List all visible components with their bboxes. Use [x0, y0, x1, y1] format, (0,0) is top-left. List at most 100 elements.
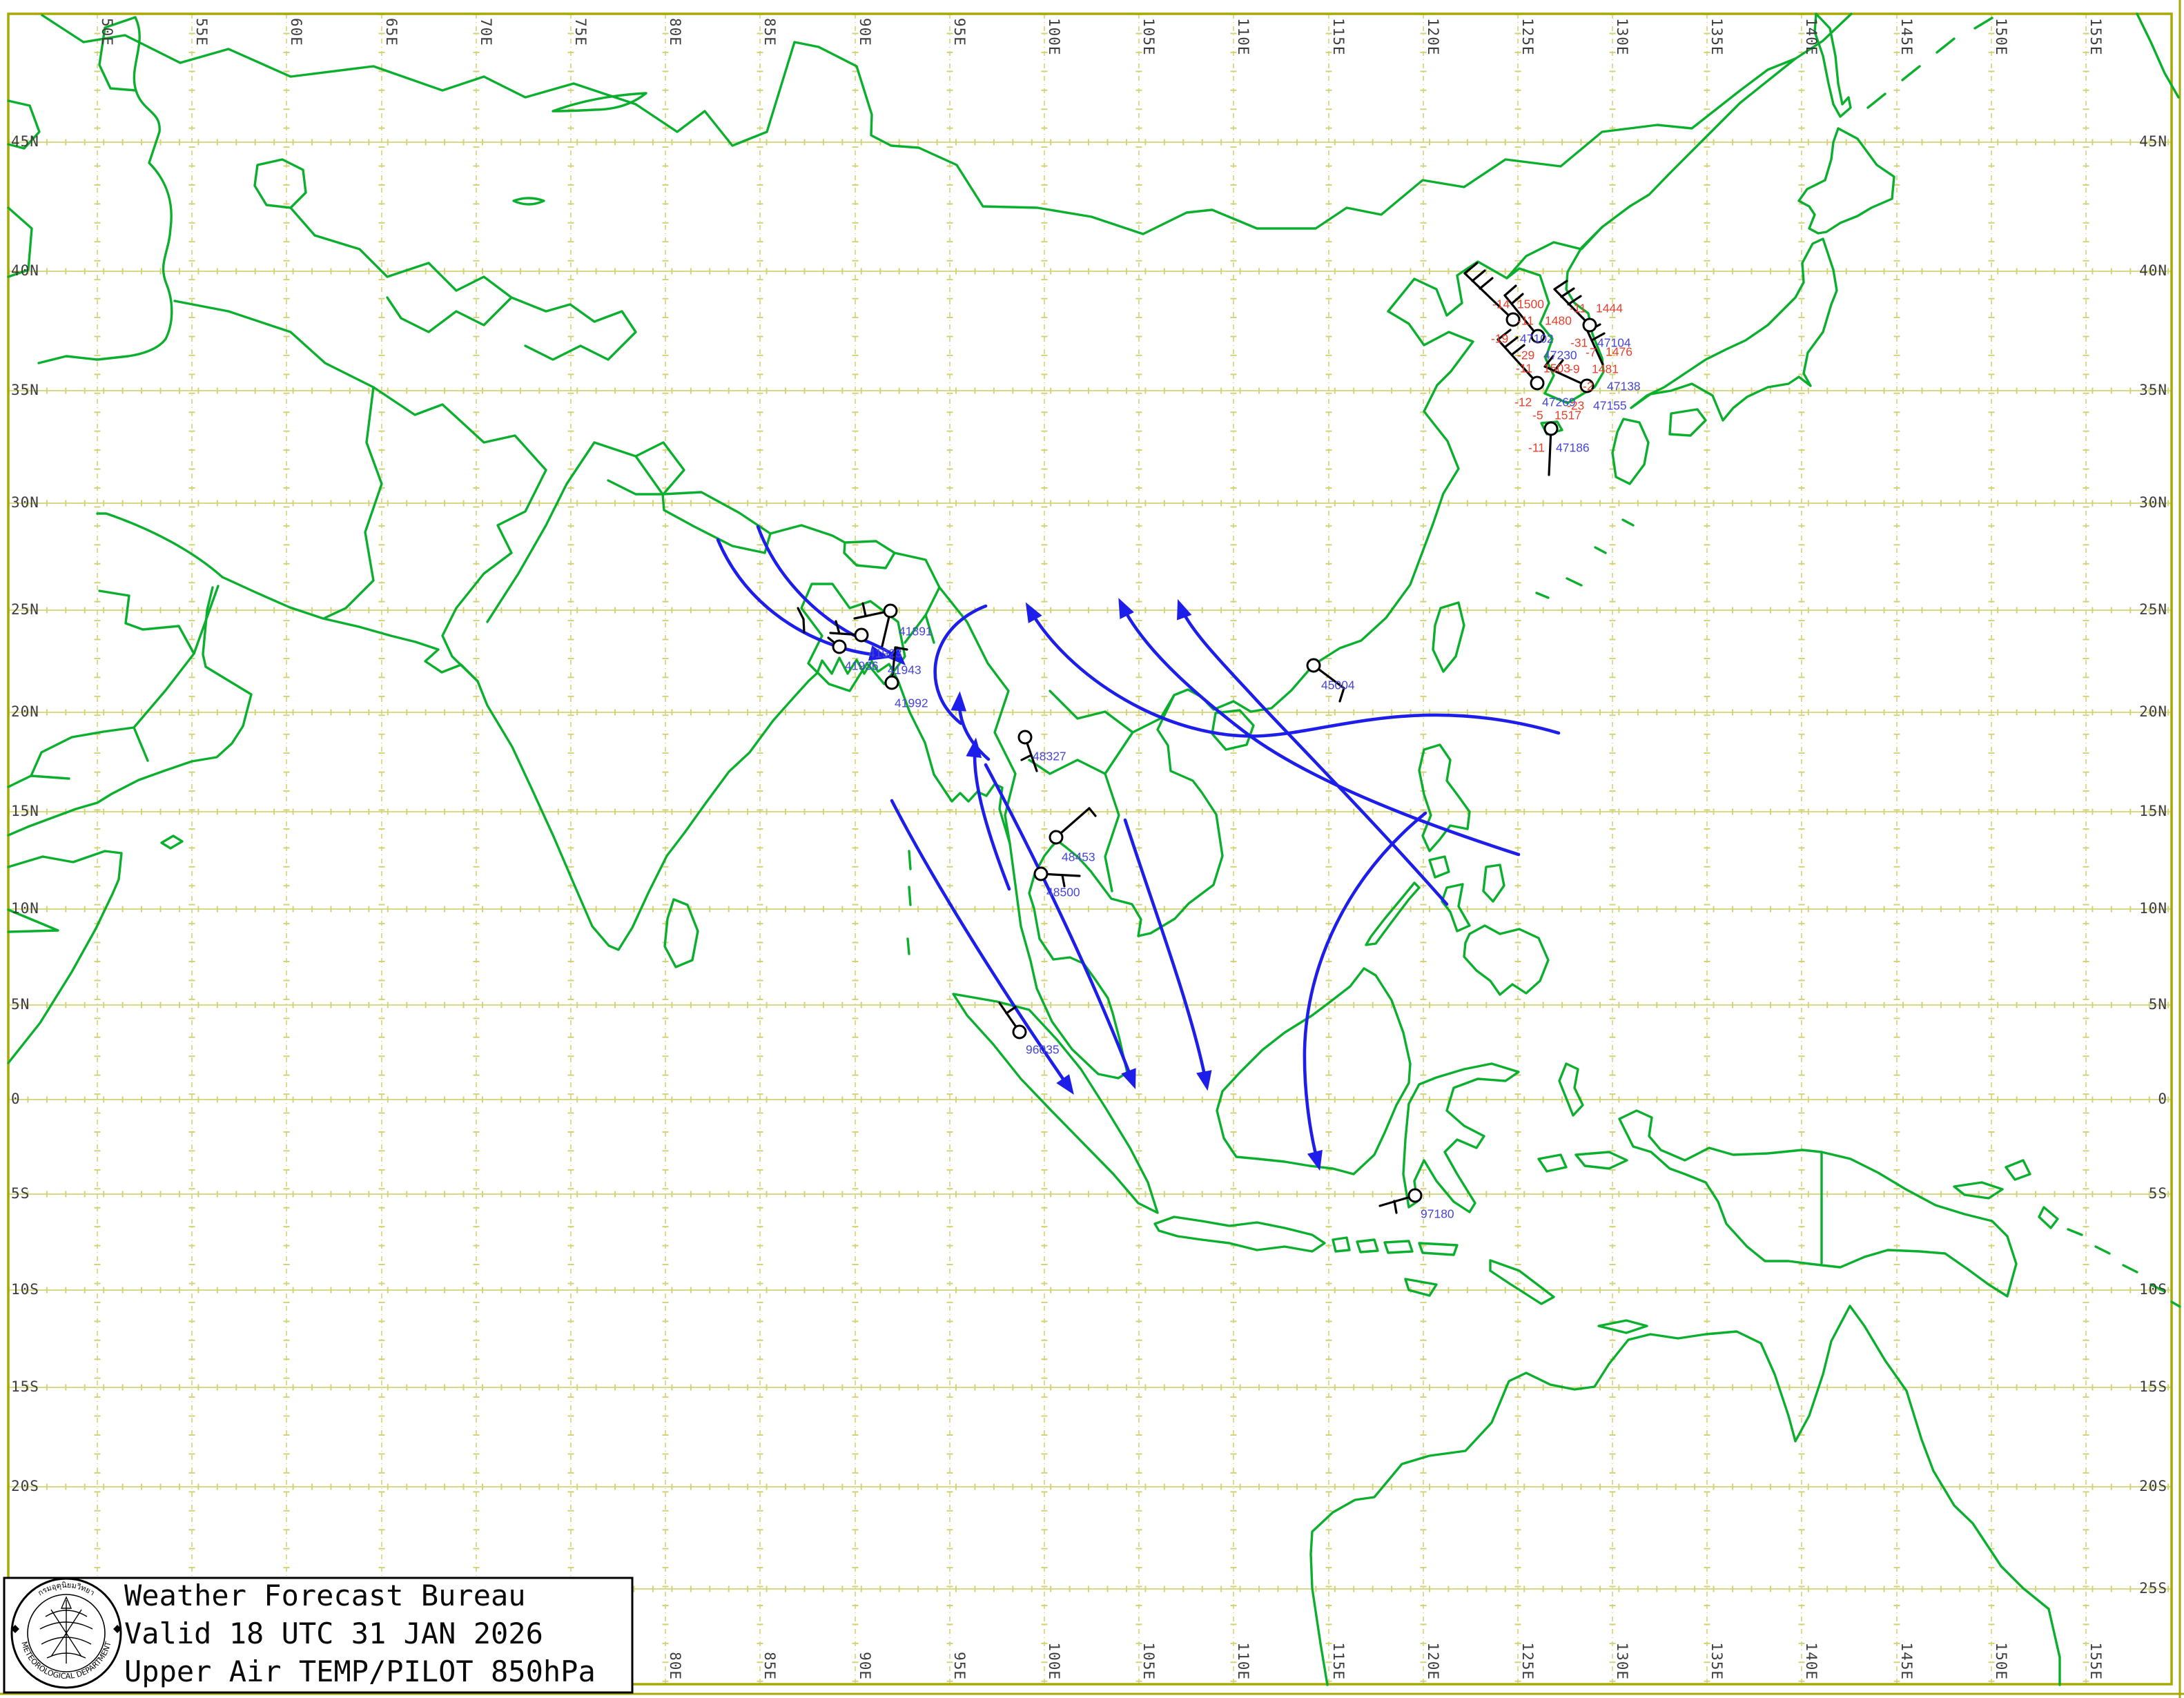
- station-value-label: -5: [1532, 409, 1543, 422]
- coastline-path: [1211, 420, 1635, 751]
- streamline: [950, 691, 991, 761]
- lat-label-right: 25S: [2139, 1580, 2167, 1597]
- lat-label-left: 0: [11, 1091, 21, 1107]
- lon-label-bottom: 150E: [1993, 1642, 2009, 1680]
- lon-label-top: 50E: [99, 18, 115, 46]
- wind-barb: [1553, 288, 1591, 326]
- coastline-path: [906, 850, 912, 955]
- wind-barb: [1586, 330, 1604, 366]
- coastline-path: [634, 455, 941, 644]
- coastline-path: [1153, 1216, 1555, 1305]
- coastline-path: [1365, 743, 1550, 996]
- station-value-label: 1503: [1543, 362, 1570, 375]
- station-value-label: -19: [1491, 332, 1508, 346]
- legend-title: Weather Forecast Bureau: [124, 1579, 526, 1612]
- station-id-label: 97180: [1421, 1207, 1454, 1221]
- wind-barb: [1055, 807, 1091, 839]
- seal-ornament-left: [11, 1625, 19, 1633]
- lon-label-top: 85E: [761, 18, 778, 46]
- seal-ornament-right: [113, 1625, 121, 1633]
- station-value-label: 1500: [1517, 297, 1544, 311]
- lat-label-right: 25N: [2139, 601, 2167, 618]
- coastline-path: [512, 92, 647, 206]
- latlon-grid: [8, 14, 2172, 1684]
- station-id-label: 47138: [1607, 380, 1641, 393]
- lon-label-bottom: 95E: [951, 1652, 968, 1680]
- coastline-path: [160, 835, 184, 850]
- station-id-label: 41943: [888, 663, 922, 677]
- station-id-label: 47155: [1593, 399, 1627, 413]
- lon-label-top: 140E: [1803, 18, 1820, 56]
- lon-label-bottom: 140E: [1803, 1642, 1820, 1680]
- coastline-path: [253, 158, 316, 237]
- lon-label-bottom: 135E: [1708, 1642, 1725, 1680]
- coastline-path: [7, 16, 173, 364]
- coastline-path: [2067, 1228, 2181, 1308]
- station-value-label: 1517: [1554, 409, 1581, 422]
- wind-barb: [1567, 295, 1582, 306]
- lat-label-right: 30N: [2139, 494, 2167, 511]
- streamline: [933, 604, 988, 725]
- station-value-label: -29: [1517, 349, 1534, 362]
- streamline: [1123, 818, 1212, 1091]
- station-id-label: 48327: [1033, 750, 1066, 763]
- wind-barb: [1543, 355, 1554, 368]
- lon-label-top: 115E: [1330, 18, 1347, 56]
- coastline-path: [938, 586, 1176, 892]
- station-value-label: -9: [1569, 362, 1580, 376]
- lon-label-bottom: 80E: [667, 1652, 683, 1680]
- station-id-label: 41936: [845, 659, 879, 673]
- station-id-label: 41891: [899, 625, 933, 638]
- station-value-label: -11: [1528, 441, 1545, 455]
- streamline: [966, 737, 1011, 891]
- coastline-path: [7, 652, 195, 788]
- streamline: [984, 763, 1136, 1090]
- station-value-label: -11: [1570, 302, 1586, 315]
- lon-label-bottom: 100E: [1046, 1642, 1062, 1680]
- lon-label-bottom: 145E: [1898, 1642, 1915, 1680]
- lon-label-top: 110E: [1235, 18, 1251, 56]
- station-value-label: -31: [1570, 336, 1588, 350]
- coastline-path: [7, 850, 123, 1064]
- lat-label-left: 15N: [11, 803, 39, 819]
- lat-label-right: 40N: [2139, 262, 2167, 279]
- lat-label-left: 20N: [11, 703, 39, 720]
- wind-barb: [1510, 293, 1524, 305]
- station-circle: [1407, 1188, 1423, 1203]
- station-id-label: 47104: [1597, 336, 1631, 350]
- streamline: [890, 799, 1074, 1095]
- station-circle: [1543, 421, 1559, 436]
- lon-label-top: 105E: [1140, 18, 1157, 56]
- lat-label-left: 30N: [11, 494, 39, 511]
- coastline-path: [7, 586, 253, 837]
- station-value-label: 1444: [1596, 302, 1623, 315]
- coastline-path: [1216, 967, 1412, 1175]
- station-id-label: 96035: [1026, 1043, 1060, 1057]
- station-value-label: -7: [1586, 346, 1597, 360]
- streamline: [1303, 811, 1427, 1171]
- lon-label-top: 65E: [383, 18, 400, 46]
- station-value-label: 1480: [1545, 314, 1572, 328]
- lon-label-bottom: 115E: [1330, 1642, 1347, 1680]
- wind-streamlines: [716, 525, 1561, 1171]
- map-border: [7, 12, 2173, 1686]
- wind-barb: [1061, 874, 1066, 888]
- wind-barb: [1503, 336, 1519, 349]
- coastline-path: [952, 993, 1159, 1214]
- wind-barb: [1553, 280, 1568, 291]
- station-value-label: -11: [1517, 314, 1534, 328]
- lon-label-top: 135E: [1708, 18, 1725, 56]
- lon-label-top: 60E: [288, 18, 304, 46]
- station-circle: [1012, 1024, 1027, 1040]
- station-id-label: 41992: [895, 696, 928, 710]
- station-circle: [832, 639, 847, 654]
- wind-barb: [1510, 344, 1525, 356]
- streamline: [1118, 598, 1521, 857]
- station-value-label: -14: [1492, 297, 1510, 311]
- wind-barb: [1543, 365, 1588, 387]
- wind-barb: [1560, 287, 1575, 298]
- station-circle: [1582, 318, 1597, 333]
- wind-barb: [1005, 1006, 1017, 1015]
- lat-label-left: 20S: [11, 1478, 39, 1494]
